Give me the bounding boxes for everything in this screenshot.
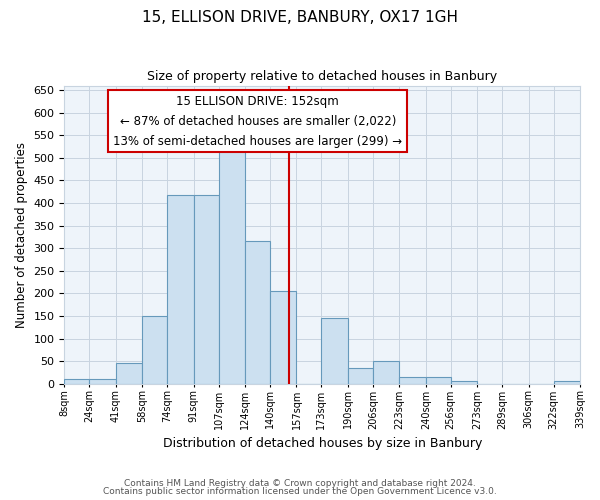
Bar (451, 382, 477, 384)
Bar (116, 364, 142, 384)
Text: Contains HM Land Registry data © Crown copyright and database right 2024.: Contains HM Land Registry data © Crown c… (124, 478, 476, 488)
Text: 15 ELLISON DRIVE: 152sqm
← 87% of detached houses are smaller (2,022)
13% of sem: 15 ELLISON DRIVE: 152sqm ← 87% of detach… (113, 94, 403, 148)
Bar (270, 291, 296, 384)
Bar (167, 195, 194, 384)
Bar (554, 382, 580, 384)
Bar (348, 368, 373, 384)
Bar (400, 377, 426, 384)
Bar (322, 318, 348, 384)
Bar (218, 144, 245, 384)
Title: Size of property relative to detached houses in Banbury: Size of property relative to detached ho… (147, 70, 497, 83)
Bar (194, 195, 218, 384)
X-axis label: Distribution of detached houses by size in Banbury: Distribution of detached houses by size … (163, 437, 482, 450)
Bar (89, 379, 116, 384)
Bar (245, 242, 270, 384)
Bar (373, 361, 400, 384)
Y-axis label: Number of detached properties: Number of detached properties (15, 142, 28, 328)
Bar (426, 377, 451, 384)
Bar (142, 316, 167, 384)
Bar (64, 379, 89, 384)
Text: 15, ELLISON DRIVE, BANBURY, OX17 1GH: 15, ELLISON DRIVE, BANBURY, OX17 1GH (142, 10, 458, 25)
Text: Contains public sector information licensed under the Open Government Licence v3: Contains public sector information licen… (103, 487, 497, 496)
